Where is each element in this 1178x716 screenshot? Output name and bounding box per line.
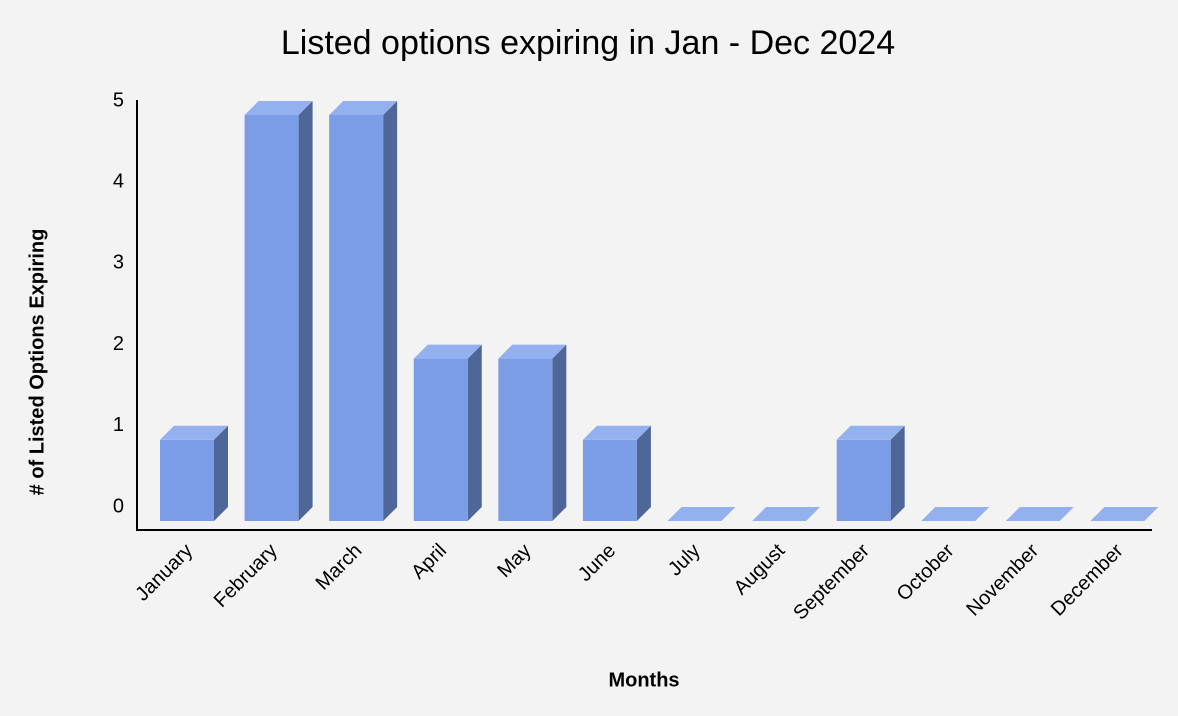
- bar-top: [1090, 507, 1159, 521]
- bar-top: [836, 425, 905, 440]
- x-axis-title: Months: [608, 669, 679, 691]
- y-tick-label: 5: [113, 89, 124, 111]
- bar-top: [667, 507, 736, 521]
- bar-top: [1005, 507, 1074, 521]
- y-tick-label: 1: [113, 414, 124, 436]
- bar-top: [413, 344, 482, 359]
- x-tick-label: October: [893, 539, 959, 605]
- x-tick-label: March: [312, 540, 367, 595]
- bar-top: [582, 425, 651, 440]
- y-tick-label: 3: [113, 252, 124, 274]
- x-tick-label: February: [210, 540, 282, 612]
- bar-front: [836, 439, 891, 521]
- y-tick-label: 2: [113, 333, 124, 355]
- bar: [582, 425, 651, 521]
- bar: [329, 101, 398, 521]
- bar-side: [383, 101, 398, 521]
- bar-top: [244, 101, 313, 115]
- y-tick-label: 4: [113, 170, 124, 192]
- bar: [413, 344, 482, 521]
- bar-top: [752, 507, 821, 521]
- chart-title: Listed options expiring in Jan - Dec 202…: [281, 24, 895, 62]
- bar-side: [636, 425, 651, 521]
- bar: [244, 101, 313, 521]
- bar-side: [298, 101, 313, 521]
- x-tick-label: May: [493, 540, 535, 582]
- bar-front: [160, 439, 214, 521]
- bar-front: [413, 358, 468, 521]
- bar-side: [467, 344, 482, 521]
- bar: [667, 507, 736, 521]
- bar: [752, 507, 821, 521]
- bar-top: [160, 425, 228, 440]
- bar-top: [329, 101, 398, 115]
- bar-side: [552, 344, 567, 521]
- bar: [1005, 507, 1074, 521]
- x-tick-label: November: [962, 539, 1043, 620]
- bar: [498, 344, 567, 521]
- bar-top: [498, 344, 567, 359]
- x-tick-label: June: [574, 540, 620, 586]
- bar-front: [498, 358, 553, 521]
- bar-front: [244, 115, 299, 521]
- x-tick-label: August: [730, 539, 790, 599]
- bar-side: [890, 425, 905, 521]
- x-tick-label: July: [664, 540, 705, 581]
- y-tick-label: 0: [113, 495, 124, 517]
- y-axis-title: # of Listed Options Expiring: [26, 229, 48, 496]
- x-tick-label: September: [789, 539, 874, 624]
- bar: [921, 507, 990, 521]
- bar: [836, 425, 905, 521]
- bar: [160, 425, 228, 521]
- x-tick-label: April: [407, 540, 451, 584]
- bar-front: [582, 439, 637, 521]
- bar-side: [214, 425, 228, 521]
- x-tick-label: December: [1047, 539, 1128, 620]
- bar-front: [329, 115, 384, 521]
- bar: [1090, 507, 1159, 521]
- bar-top: [921, 507, 990, 521]
- x-tick-label: January: [131, 540, 197, 606]
